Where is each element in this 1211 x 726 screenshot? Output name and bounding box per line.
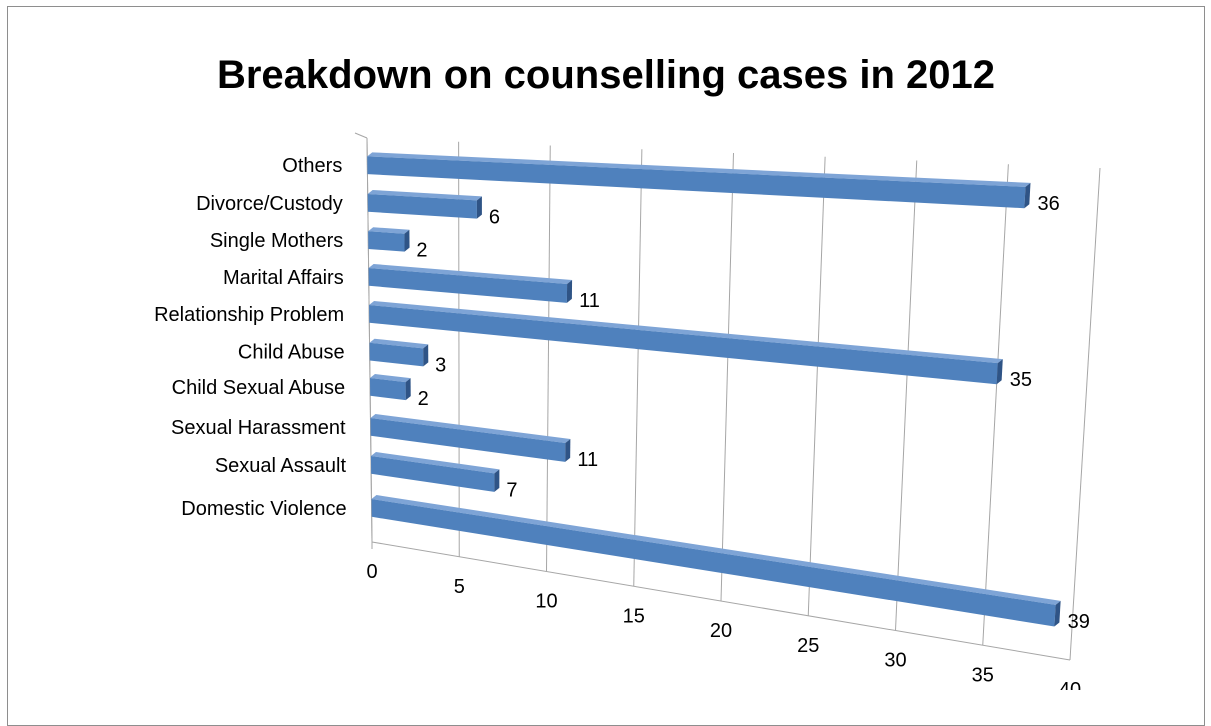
bars bbox=[367, 152, 1061, 627]
x-tick-label: 10 bbox=[535, 591, 557, 613]
category-label: Child Sexual Abuse bbox=[172, 377, 345, 399]
bar-top-face bbox=[369, 374, 411, 383]
gridline-40 bbox=[1069, 167, 1101, 661]
chart-title: Breakdown on counselling cases in 2012 bbox=[217, 53, 995, 97]
gridline-10 bbox=[546, 145, 551, 572]
data-label: 39 bbox=[1068, 611, 1090, 633]
category-label: Sexual Harassment bbox=[171, 417, 346, 439]
data-label: 7 bbox=[506, 479, 517, 501]
bar-end-face bbox=[423, 344, 429, 367]
x-tick-label: 25 bbox=[797, 635, 819, 657]
data-label: 11 bbox=[579, 290, 600, 312]
axis-tick bbox=[354, 132, 368, 139]
category-label: Sexual Assault bbox=[215, 455, 347, 477]
x-tick-label: 15 bbox=[623, 605, 645, 627]
x-tick-label: 20 bbox=[710, 620, 732, 642]
bar-top-face bbox=[368, 227, 410, 234]
bar-end-face bbox=[565, 439, 571, 462]
x-tick-label: 5 bbox=[454, 576, 465, 598]
bar-front-face bbox=[369, 305, 998, 385]
bar-end-face bbox=[404, 229, 410, 252]
category-label: Others bbox=[282, 155, 342, 177]
bar-end-face bbox=[1024, 182, 1031, 209]
x-axis-line bbox=[371, 541, 1071, 661]
labels: 0 5 10 15 20 25 30 35 40 Others 36 Divorce/Custody 6… bbox=[154, 155, 1090, 690]
bar-child-sexual-abuse bbox=[369, 374, 411, 401]
bar-sexual-harassment bbox=[370, 414, 571, 462]
bar-top-face bbox=[371, 495, 1061, 605]
bar-divorce-custody bbox=[367, 189, 482, 219]
bar-others bbox=[367, 152, 1031, 209]
bar-relationship-problem bbox=[369, 301, 1003, 385]
bar-front-face bbox=[367, 193, 477, 219]
bar-child-abuse bbox=[369, 338, 429, 367]
bar-front-face bbox=[368, 231, 405, 252]
bar-marital-affairs bbox=[368, 264, 573, 303]
data-label: 11 bbox=[577, 449, 598, 471]
bar-top-face bbox=[370, 414, 571, 444]
bar-end-face bbox=[476, 196, 482, 219]
gridline-30 bbox=[895, 160, 918, 631]
gridline-15 bbox=[633, 149, 643, 587]
bar-single-mothers bbox=[368, 227, 410, 252]
x-tick-label: 30 bbox=[884, 650, 906, 672]
bar-top-face bbox=[370, 451, 500, 474]
gridline-20 bbox=[720, 152, 734, 602]
bar-end-face bbox=[566, 280, 573, 303]
gridline-25 bbox=[807, 156, 826, 616]
bar-front-face bbox=[369, 342, 424, 367]
gridline-35 bbox=[982, 164, 1009, 646]
bar-domestic-violence bbox=[371, 495, 1061, 627]
bar-top-face bbox=[369, 301, 1003, 364]
bar-top-face bbox=[367, 189, 482, 201]
category-label: Child Abuse bbox=[238, 342, 345, 364]
x-tick-label: 0 bbox=[366, 561, 377, 583]
bar-end-face bbox=[996, 359, 1003, 385]
bar-front-face bbox=[369, 378, 406, 401]
x-tick-label: 35 bbox=[972, 664, 994, 686]
bar-end-face bbox=[1054, 600, 1061, 627]
data-label: 2 bbox=[418, 388, 429, 410]
bar-sexual-assault bbox=[370, 451, 500, 492]
bar-end-face bbox=[494, 469, 500, 492]
bar-front-face bbox=[368, 268, 568, 303]
bar-top-face bbox=[367, 152, 1031, 187]
data-label: 3 bbox=[435, 354, 446, 376]
data-label: 35 bbox=[1010, 369, 1032, 391]
bar-front-face bbox=[367, 156, 1026, 209]
x-tick-label: 40 bbox=[1059, 679, 1081, 690]
bar-front-face bbox=[370, 455, 495, 492]
category-label: Marital Affairs bbox=[223, 267, 344, 289]
bar-top-face bbox=[369, 338, 429, 349]
bar-front-face bbox=[371, 499, 1056, 627]
chart: Breakdown on counselling cases in 2012 0… bbox=[154, 53, 1101, 690]
bar-top-face bbox=[368, 264, 573, 285]
data-label: 6 bbox=[489, 206, 500, 228]
category-label: Domestic Violence bbox=[181, 498, 346, 520]
data-label: 2 bbox=[416, 240, 427, 262]
category-label: Divorce/Custody bbox=[196, 193, 343, 215]
category-label: Relationship Problem bbox=[154, 304, 344, 326]
bar-front-face bbox=[370, 418, 566, 462]
data-label: 36 bbox=[1037, 193, 1059, 215]
category-label: Single Mothers bbox=[210, 230, 343, 252]
bar-end-face bbox=[405, 378, 411, 401]
